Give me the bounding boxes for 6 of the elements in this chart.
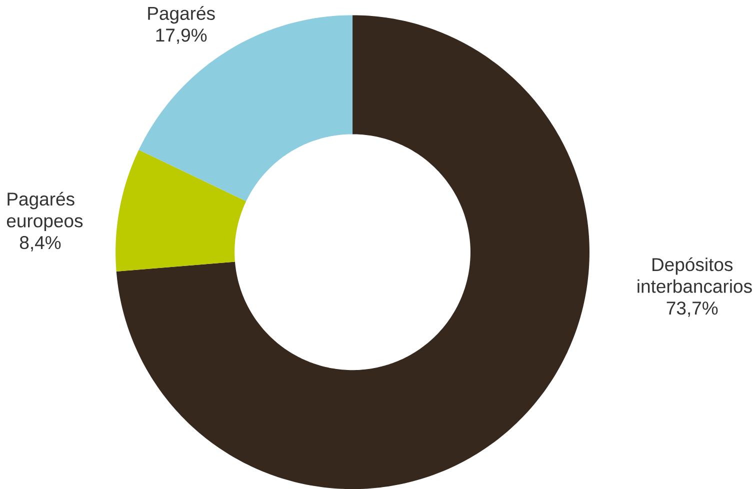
- slice-label: Pagarés europeos: [6, 192, 83, 231]
- data-label: 17,9%: [156, 28, 207, 44]
- data-label: 73,7%: [666, 302, 718, 317]
- slice-label: Pagarés: [148, 6, 215, 24]
- data-label: 8,4%: [20, 236, 61, 252]
- slice-label: Depósitos interbancarios: [638, 257, 752, 293]
